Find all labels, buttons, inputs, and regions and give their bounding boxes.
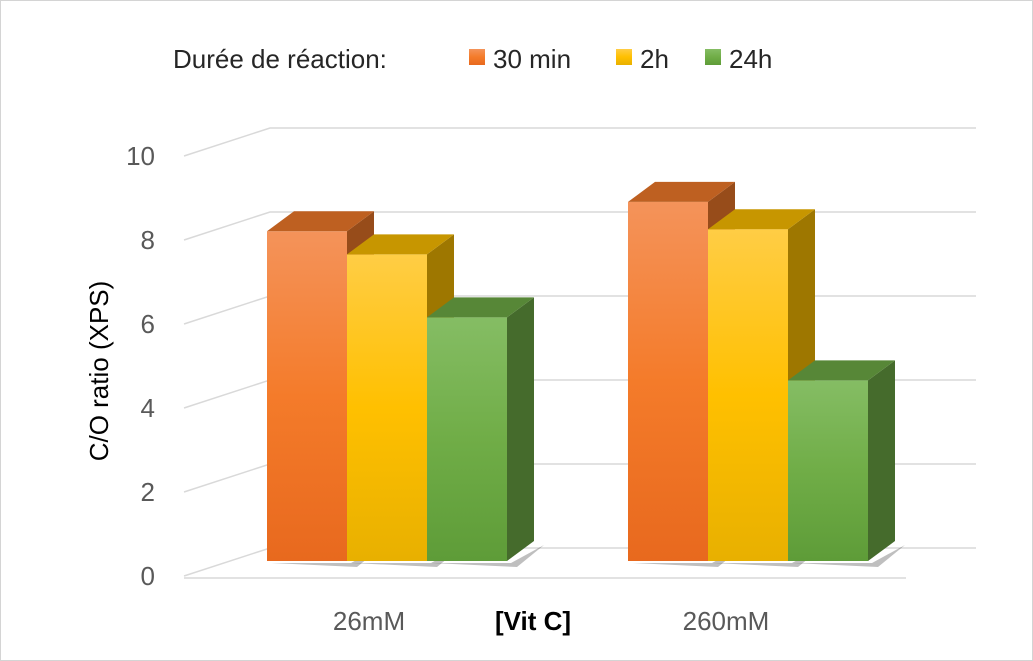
y-tick-label: 8 bbox=[141, 225, 155, 255]
x-category-label: 260mM bbox=[683, 606, 770, 636]
legend: Durée de réaction: 30 min 2h 24h bbox=[173, 44, 772, 74]
y-tick-label: 0 bbox=[141, 561, 155, 591]
legend-item-24h: 24h bbox=[705, 44, 772, 74]
bar-shadow bbox=[351, 545, 464, 567]
y-tick-label: 6 bbox=[141, 309, 155, 339]
bar-top bbox=[628, 181, 735, 202]
bar-top bbox=[788, 360, 895, 381]
x-axis-title: [Vit C] bbox=[495, 606, 571, 636]
legend-swatch bbox=[469, 49, 485, 65]
legend-item-30-min: 30 min bbox=[469, 44, 571, 74]
bar-front bbox=[788, 380, 868, 561]
bar-front bbox=[708, 229, 788, 561]
legend-title: Durée de réaction: bbox=[173, 44, 387, 74]
bar-shadow bbox=[431, 545, 544, 567]
legend-label: 24h bbox=[729, 44, 772, 74]
y-axis-ticks: 0 2 4 6 8 10 bbox=[126, 141, 155, 591]
bar-front bbox=[267, 231, 347, 562]
bar-shadow bbox=[271, 545, 384, 567]
bar-front bbox=[628, 201, 708, 561]
y-axis-title: C/O ratio (XPS) bbox=[84, 281, 114, 462]
bar-top bbox=[427, 297, 534, 318]
x-axis-categories: 26mM 260mM bbox=[333, 606, 769, 636]
legend-label: 2h bbox=[640, 44, 669, 74]
legend-swatch bbox=[705, 49, 721, 65]
bar-side bbox=[507, 297, 534, 561]
bar-shadow bbox=[792, 545, 905, 567]
bar-shadow bbox=[712, 545, 825, 567]
bar-front bbox=[347, 254, 427, 561]
bar-front bbox=[427, 317, 507, 561]
legend-item-2h: 2h bbox=[616, 44, 669, 74]
gridline bbox=[183, 127, 976, 157]
x-category-label: 26mM bbox=[333, 606, 405, 636]
y-tick-label: 4 bbox=[141, 393, 155, 423]
bar-top bbox=[267, 211, 374, 232]
bar-side bbox=[868, 360, 895, 561]
bars bbox=[267, 181, 905, 567]
y-tick-label: 2 bbox=[141, 477, 155, 507]
bar-shadow bbox=[632, 545, 745, 567]
bar-top bbox=[708, 209, 815, 230]
legend-label: 30 min bbox=[493, 44, 571, 74]
y-tick-label: 10 bbox=[126, 141, 155, 171]
bar-top bbox=[347, 234, 454, 255]
legend-swatch bbox=[616, 49, 632, 65]
bar-24h-260mM bbox=[788, 360, 905, 567]
bar-24h-26mM bbox=[427, 297, 544, 567]
